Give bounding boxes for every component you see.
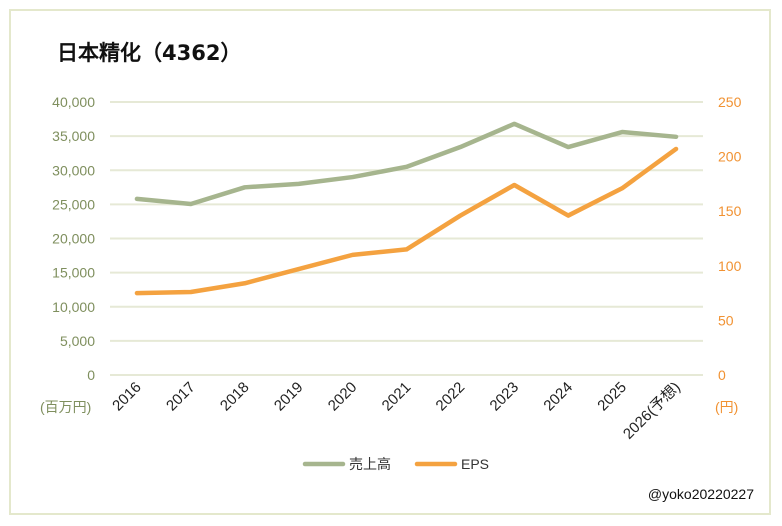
left-tick-label: 15,000 [52,265,95,281]
chart-frame [9,9,771,515]
x-tick-label: 2023 [487,379,523,415]
x-tick-label: 2018 [217,379,253,415]
left-tick-label: 10,000 [52,299,95,315]
left-tick-label: 20,000 [52,231,95,247]
x-tick-label: 2021 [379,379,415,415]
right-tick-label: 0 [718,367,726,383]
x-tick-label: 2022 [433,379,469,415]
right-axis-label: (円) [715,399,738,415]
credit-text: @yoko20220227 [647,486,754,502]
left-tick-label: 35,000 [52,128,95,144]
left-tick-label: 40,000 [52,94,95,110]
right-tick-label: 250 [718,94,742,110]
legend-label: EPS [461,456,489,472]
left-tick-label: 25,000 [52,196,95,212]
x-tick-label: 2024 [540,379,576,415]
chart-title: 日本精化（4362） [57,41,242,65]
left-tick-label: 0 [87,367,95,383]
right-tick-label: 50 [718,312,734,328]
x-tick-label: 2017 [163,379,199,415]
legend-label: 売上高 [349,456,391,472]
right-tick-label: 100 [718,258,742,274]
left-tick-label: 5,000 [60,333,95,349]
right-tick-label: 200 [718,149,742,165]
x-tick-label: 2020 [325,379,361,415]
x-tick-label: 2026(予想) [620,379,684,443]
x-tick-label: 2019 [271,379,307,415]
x-tick-label: 2025 [594,379,630,415]
x-tick-label: 2016 [109,379,145,415]
right-tick-label: 150 [718,203,742,219]
left-axis-label: (百万円) [40,399,91,415]
left-tick-label: 30,000 [52,162,95,178]
